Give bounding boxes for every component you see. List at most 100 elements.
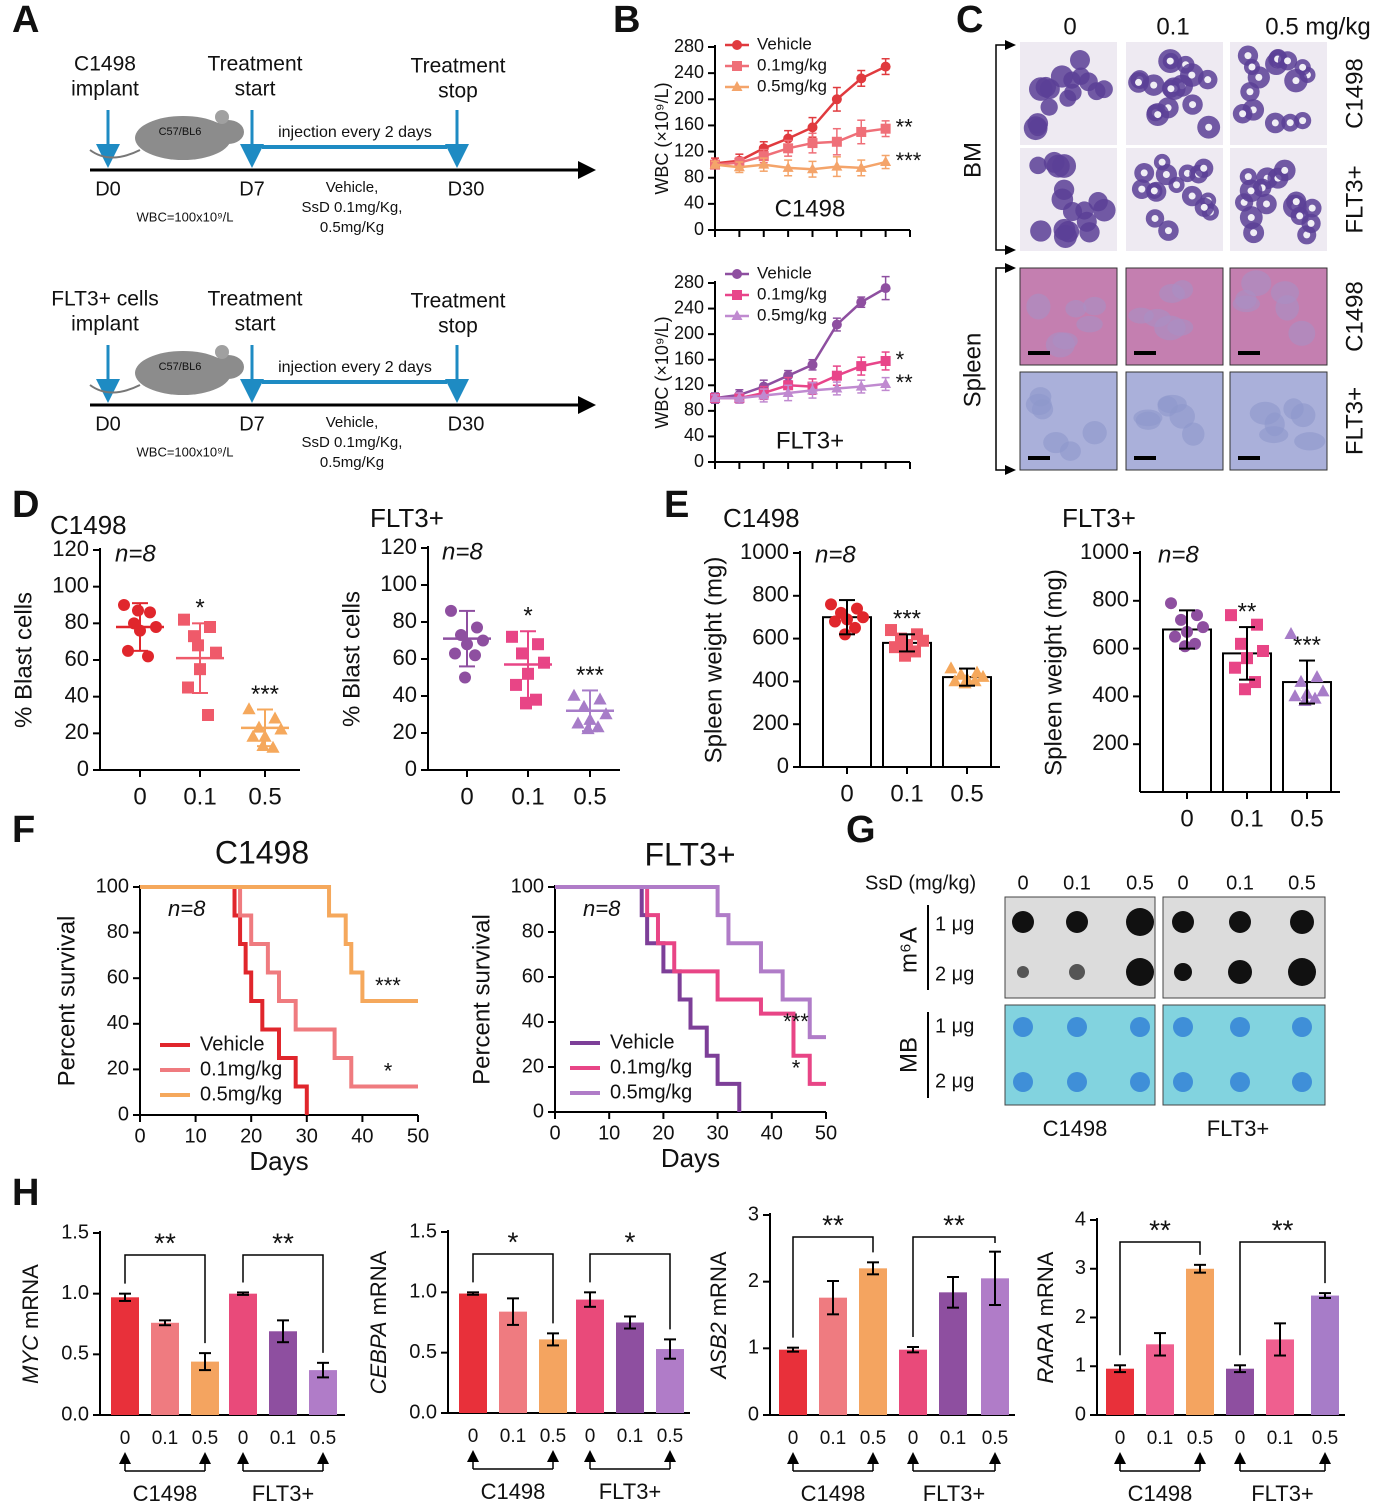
x-tick-label: 0: [585, 1426, 596, 1447]
data-point: [758, 389, 770, 400]
cell-nucleus: [1299, 117, 1307, 125]
cell-nucleus: [1205, 123, 1213, 131]
stain-dot: [1067, 1017, 1087, 1037]
group-label: FLT3+: [923, 1481, 986, 1506]
cell-nucleus: [1173, 181, 1181, 189]
y-tick-label: 120: [380, 534, 417, 559]
cell: [1035, 76, 1057, 98]
x-tick-label: 0: [840, 780, 853, 807]
x-tick-label: 20: [240, 1125, 262, 1147]
data-point: [1165, 597, 1177, 610]
significance: ***: [1293, 632, 1321, 659]
data-point: [202, 709, 214, 721]
axis-arrow: [578, 396, 596, 414]
start-label: Treatment: [208, 288, 303, 311]
implant-label: implant: [71, 313, 139, 336]
x-tick-label: 0: [908, 1428, 919, 1449]
cell-nucleus: [1158, 158, 1166, 166]
data-point: [188, 630, 200, 643]
bar: [779, 1349, 807, 1415]
y-tick-label: 0: [405, 756, 417, 781]
mouse-strain: C57/BL6: [159, 126, 202, 138]
survival-curve: [555, 885, 826, 1040]
significance: **: [822, 1209, 844, 1240]
bracket-arrow: [1005, 465, 1016, 475]
implant-label: FLT3+ cells: [51, 288, 159, 311]
day-label: D0: [95, 413, 121, 435]
blot-dot: [1126, 958, 1154, 986]
y-axis-label: Spleen weight (mg): [700, 557, 727, 764]
data-point: [246, 729, 260, 742]
data-point: [855, 161, 867, 172]
data-point: [807, 122, 818, 133]
y-tick-label: 200: [674, 88, 704, 108]
stop-label: Treatment: [411, 290, 506, 313]
x-tick-label: 0: [1235, 1428, 1246, 1449]
data-point: [758, 151, 769, 162]
data-point: [1179, 640, 1191, 653]
sample-size: n=8: [115, 540, 156, 567]
cell-nucleus: [1296, 212, 1304, 220]
legend-label: 0.5mg/kg: [610, 1081, 692, 1103]
data-point: [477, 634, 489, 647]
y-tick-label: 40: [684, 425, 704, 445]
data-point: [782, 386, 794, 397]
y-tick-label: 100: [52, 572, 89, 597]
data-point: [532, 638, 544, 651]
sample-size: n=8: [815, 541, 856, 568]
y-tick-label: 1.5: [409, 1220, 437, 1242]
x-tick-label: 0.1: [1267, 1428, 1293, 1449]
y-tick-label: 120: [674, 140, 704, 160]
gene-name: RARA: [1033, 1322, 1058, 1383]
y-tick-label: 40: [107, 1012, 129, 1034]
x-tick-label: 10: [598, 1122, 620, 1144]
cell-nucleus: [1162, 171, 1170, 179]
day-label: D7: [239, 178, 265, 200]
x-tick-label: 0.5: [248, 783, 281, 810]
cell-nucleus: [1250, 229, 1258, 237]
data-point: [577, 699, 591, 712]
y-tick-label: 80: [684, 400, 704, 420]
legend-label: Vehicle: [200, 1033, 265, 1055]
data-point: [449, 647, 461, 660]
cell-nucleus: [1189, 101, 1197, 109]
legend-label: 0.1mg/kg: [610, 1056, 692, 1078]
follicle: [1031, 399, 1054, 420]
data-point: [831, 136, 842, 147]
y-label: mRNA: [1033, 1251, 1058, 1316]
cell-nucleus: [1140, 169, 1148, 177]
day-label: D30: [448, 413, 485, 435]
data-point: [1175, 613, 1187, 626]
significance: ***: [251, 681, 279, 708]
data-point: [178, 613, 190, 626]
data-point: [709, 392, 721, 403]
data-point: [831, 94, 842, 105]
cell-nucleus: [1247, 187, 1255, 195]
legend-marker: [732, 61, 742, 71]
chart-title: FLT3+: [776, 427, 844, 454]
legend-label: 0.5mg/kg: [200, 1083, 282, 1105]
x-tick-label: 0: [120, 1428, 131, 1449]
y-tick-label: 200: [1092, 730, 1129, 755]
cell-nucleus: [1299, 63, 1307, 71]
tissue-label: BM: [959, 142, 986, 178]
dose-label: 0.5: [1288, 872, 1316, 894]
data-point: [709, 158, 721, 169]
cell: [1030, 220, 1052, 242]
follicle: [1235, 289, 1257, 310]
data-point: [1294, 674, 1308, 687]
panel-label: D: [12, 484, 39, 526]
data-point: [968, 674, 982, 687]
follicle: [1294, 432, 1326, 451]
legend-label: Vehicle: [757, 263, 812, 282]
group-label: C1498: [1128, 1481, 1193, 1506]
sample-size: n=8: [583, 896, 621, 921]
blot-dot: [1229, 911, 1251, 933]
cell-nucleus: [1135, 78, 1143, 86]
survival-curve: [140, 885, 418, 1003]
stop-label: stop: [438, 80, 478, 103]
cell: [1064, 83, 1082, 102]
data-point: [948, 674, 962, 687]
cell-nucleus: [1286, 119, 1294, 127]
cell: [1092, 198, 1116, 222]
